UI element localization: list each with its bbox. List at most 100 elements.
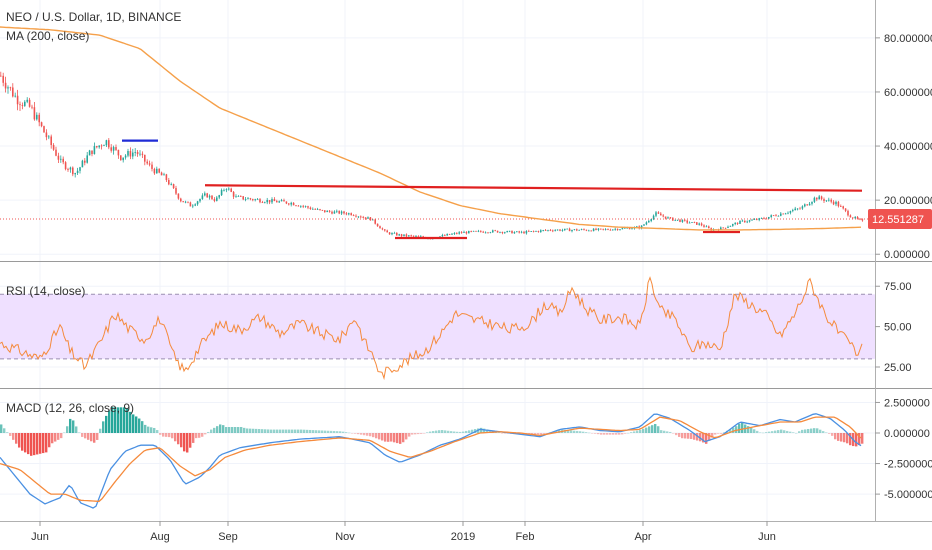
candle-body [302, 205, 304, 207]
candle-body [220, 190, 223, 196]
candle-body [165, 174, 168, 181]
macd-legend[interactable]: MACD (12, 26, close, 9) [6, 401, 134, 415]
candle-body [806, 204, 808, 206]
histogram-bar [420, 433, 423, 434]
histogram-bar [642, 428, 645, 433]
candle-body [799, 208, 801, 210]
candle-body [352, 215, 355, 216]
histogram-bar [360, 433, 363, 435]
candle-body [626, 227, 628, 229]
candle-body [88, 150, 91, 156]
candle-body [487, 232, 489, 234]
histogram-bar [663, 430, 666, 433]
candle-body [266, 199, 268, 203]
candle-body [290, 202, 292, 205]
histogram-bar [702, 433, 705, 443]
histogram-bar [138, 418, 141, 433]
candle-body [861, 219, 864, 221]
candle-body [492, 230, 494, 233]
candle-body [331, 211, 333, 214]
candle-body [151, 164, 153, 169]
histogram-bar [78, 432, 81, 433]
histogram-bar [786, 430, 789, 433]
signal-line[interactable] [0, 416, 862, 503]
histogram-bar [672, 433, 675, 434]
candle-body [720, 227, 722, 231]
ma-legend[interactable]: MA (200, close) [6, 29, 89, 43]
time-axis[interactable]: Jun Aug Sep Nov 2019 Feb Apr Jun [31, 521, 776, 543]
rsi-line[interactable] [0, 276, 863, 381]
candle-body [36, 114, 38, 120]
histogram-bar [114, 407, 117, 433]
candle-body [132, 152, 134, 157]
candle-body [561, 229, 564, 231]
candle-body [93, 146, 96, 155]
histogram-bar [621, 433, 624, 435]
candle-body [96, 146, 98, 148]
candle-body [616, 228, 619, 231]
candle-body [268, 199, 271, 203]
candle-body [52, 145, 55, 150]
histogram-bar [237, 427, 240, 433]
price-candles[interactable] [0, 71, 864, 240]
histogram-bar [96, 433, 99, 440]
ma-line[interactable] [0, 26, 862, 231]
histogram-bar [249, 428, 252, 433]
histogram-bar [12, 433, 15, 440]
histogram-bar [198, 433, 201, 438]
histogram-bar [330, 430, 333, 433]
candle-body [592, 228, 595, 232]
candle-body [175, 188, 177, 194]
histogram-bar [384, 433, 387, 442]
histogram-bar [435, 430, 438, 433]
price-axis[interactable]: 80.000000 60.000000 40.000000 20.000000 0.00… [875, 33, 932, 501]
candle-body [842, 206, 844, 209]
last-price-value: 12.551287 [872, 214, 924, 226]
candle-body [494, 230, 496, 232]
histogram-bar [501, 433, 504, 434]
candle-body [141, 153, 144, 155]
candle-body [136, 152, 139, 155]
candle-body [417, 236, 420, 237]
histogram-bar [654, 423, 657, 433]
histogram-bar [399, 433, 402, 444]
candle-body [98, 145, 100, 148]
candle-body [758, 218, 760, 220]
candle-body [237, 196, 240, 197]
histogram-bar [168, 433, 171, 438]
histogram-bar [0, 424, 3, 433]
histogram-bar [192, 433, 195, 443]
candle-body [609, 229, 612, 231]
candle-body [292, 202, 295, 206]
candle-body [420, 236, 422, 238]
histogram-bar [213, 427, 216, 433]
candle-body [453, 233, 456, 234]
histogram-bar [429, 431, 432, 433]
candle-body [376, 223, 379, 227]
candle-body [105, 140, 108, 146]
candle-body [326, 210, 328, 213]
candle-body [818, 196, 820, 200]
candle-body [208, 195, 211, 198]
rsi-legend[interactable]: RSI (14, close) [6, 284, 85, 298]
candle-body [650, 219, 652, 221]
histogram-bar [30, 433, 33, 456]
candle-body [571, 229, 573, 232]
candle-body [288, 203, 290, 205]
candle-body [837, 201, 840, 207]
candle-body [542, 230, 544, 231]
candle-body [736, 222, 739, 224]
histogram-bar [657, 426, 660, 433]
histogram-bar [762, 432, 765, 434]
trend-annotations[interactable] [122, 139, 863, 240]
candle-body [91, 150, 93, 155]
y-tick-label: -5.000000 [884, 489, 932, 501]
candle-body [804, 204, 806, 207]
histogram-bar [432, 431, 435, 433]
candle-body [751, 219, 753, 221]
candle-body [744, 220, 746, 223]
candle-body [194, 204, 196, 206]
candle-body [386, 230, 388, 233]
candle-body [590, 230, 592, 232]
